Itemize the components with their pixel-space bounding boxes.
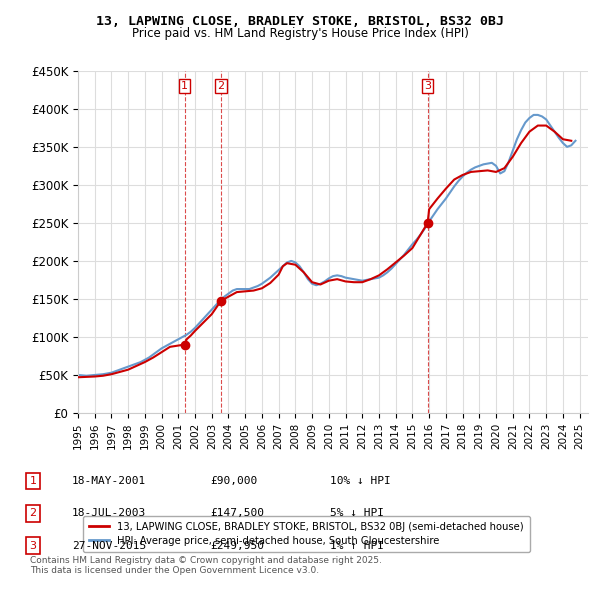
Text: 10% ↓ HPI: 10% ↓ HPI <box>330 476 391 486</box>
Text: 1: 1 <box>29 476 37 486</box>
Text: 18-MAY-2001: 18-MAY-2001 <box>72 476 146 486</box>
Text: 2: 2 <box>217 81 224 91</box>
Text: 18-JUL-2003: 18-JUL-2003 <box>72 509 146 518</box>
Text: 2: 2 <box>29 509 37 518</box>
Text: £90,000: £90,000 <box>210 476 257 486</box>
Text: 1: 1 <box>181 81 188 91</box>
Text: 1% ↑ HPI: 1% ↑ HPI <box>330 541 384 550</box>
Text: 27-NOV-2015: 27-NOV-2015 <box>72 541 146 550</box>
Text: Price paid vs. HM Land Registry's House Price Index (HPI): Price paid vs. HM Land Registry's House … <box>131 27 469 40</box>
Text: 5% ↓ HPI: 5% ↓ HPI <box>330 509 384 518</box>
Text: £249,950: £249,950 <box>210 541 264 550</box>
Text: 3: 3 <box>29 541 37 550</box>
Text: Contains HM Land Registry data © Crown copyright and database right 2025.
This d: Contains HM Land Registry data © Crown c… <box>30 556 382 575</box>
Text: £147,500: £147,500 <box>210 509 264 518</box>
Legend: 13, LAPWING CLOSE, BRADLEY STOKE, BRISTOL, BS32 0BJ (semi-detached house), HPI: : 13, LAPWING CLOSE, BRADLEY STOKE, BRISTO… <box>83 516 530 552</box>
Text: 13, LAPWING CLOSE, BRADLEY STOKE, BRISTOL, BS32 0BJ: 13, LAPWING CLOSE, BRADLEY STOKE, BRISTO… <box>96 15 504 28</box>
Text: 3: 3 <box>424 81 431 91</box>
